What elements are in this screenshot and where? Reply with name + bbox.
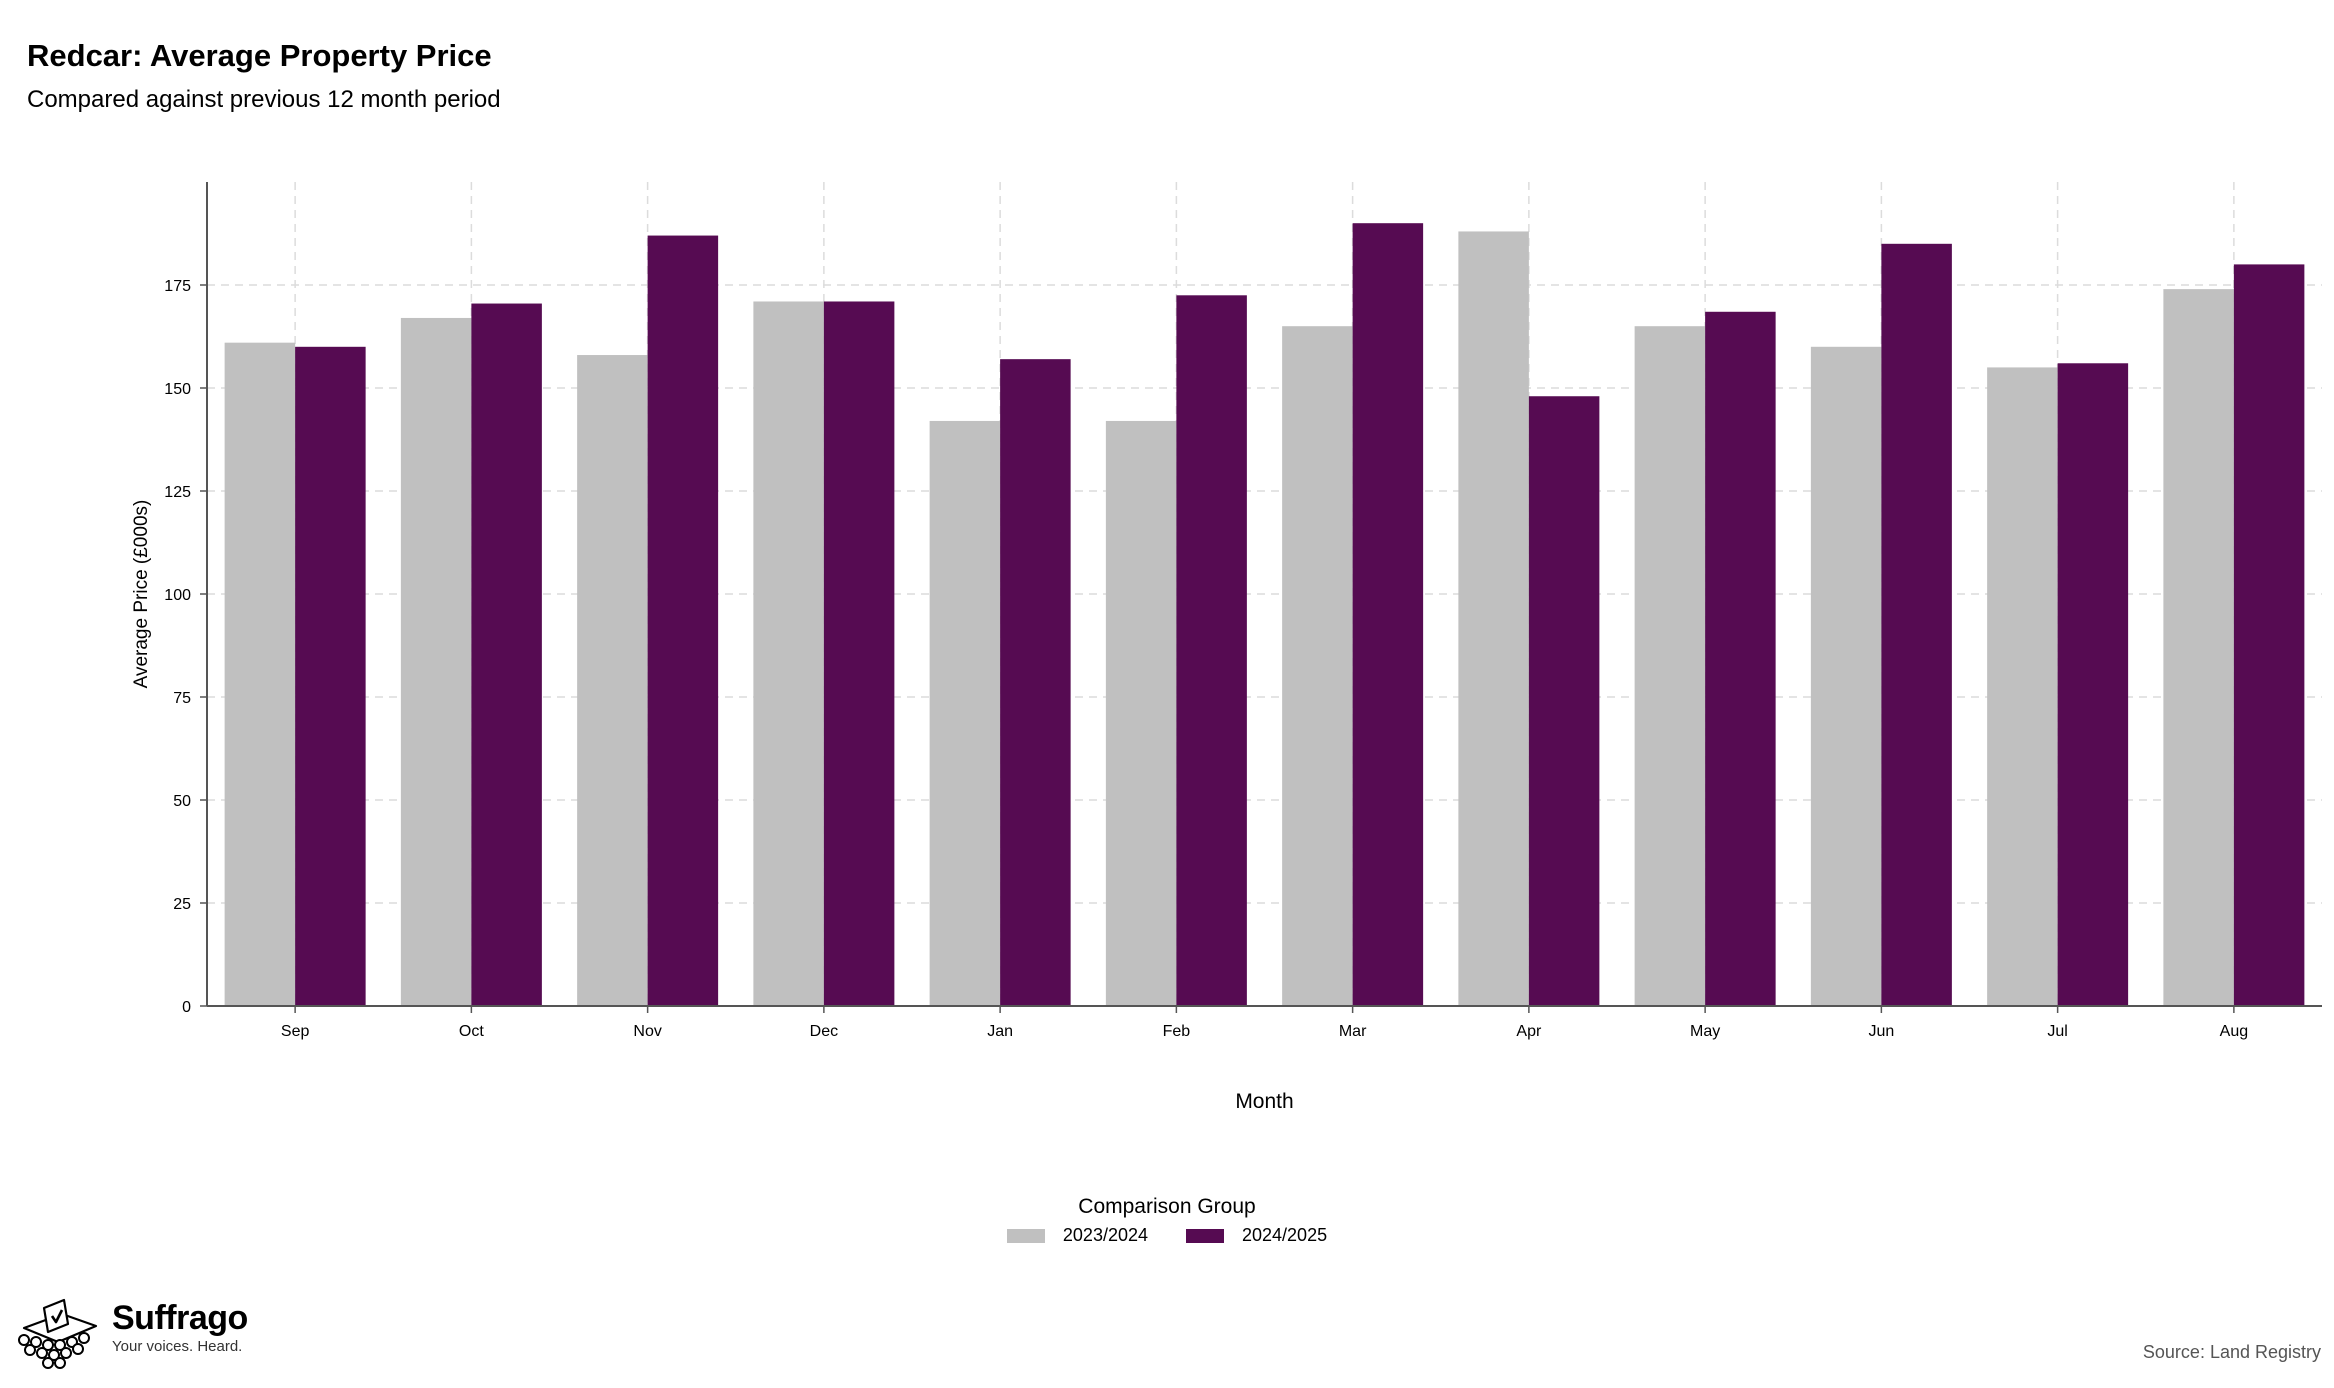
axes <box>200 182 2322 1013</box>
y-tick-label: 25 <box>173 896 191 913</box>
x-tick-label: May <box>1690 1023 1720 1040</box>
bar-2023-2024-may <box>1634 326 1706 1006</box>
bar-2023-2024-oct <box>400 317 472 1007</box>
bars <box>224 223 2305 1007</box>
bar-2024-2025-nov <box>647 235 719 1006</box>
bar-2023-2024-nov <box>577 355 648 1006</box>
chart-title: Redcar: Average Property Price <box>27 38 492 73</box>
legend-item-series-1: 2023/2024 <box>1006 1225 1148 1246</box>
x-tick-label: Apr <box>1516 1023 1542 1040</box>
bar-2024-2025-mar <box>1352 223 1424 1006</box>
legend-swatch-series-1 <box>1006 1228 1045 1243</box>
axis-labels: 0 25 50 75 100 125 150 175 Sep Oct Nov Dec Jan Feb Mar… <box>131 278 2248 1113</box>
source-note: Source: Land Registry <box>2142 1342 2321 1362</box>
x-tick-label: Sep <box>281 1023 310 1040</box>
legend: Comparison Group 2023/2024 2024/2025 <box>0 1195 2334 1246</box>
bar-2023-2024-sep <box>224 342 296 1006</box>
y-axis-title: Average Price (£000s) <box>131 500 152 689</box>
brand-tagline: Your voices. Heard. <box>112 1338 243 1355</box>
bar-2023-2024-dec <box>753 301 824 1007</box>
x-tick-label: Jun <box>1868 1023 1894 1040</box>
bar-2024-2025-oct <box>471 303 542 1006</box>
legend-label-series-1: 2023/2024 <box>1062 1225 1148 1245</box>
bar-2024-2025-may <box>1705 311 1776 1006</box>
bar-2024-2025-jan <box>1000 359 1071 1006</box>
y-tick-label: 75 <box>173 690 191 707</box>
y-tick-label: 50 <box>173 793 191 810</box>
brand-logo: Suffrago Your voices. Heard. <box>14 1290 248 1370</box>
x-tick-label: Jan <box>987 1023 1013 1040</box>
x-tick-label: Mar <box>1339 1023 1367 1040</box>
legend-title: Comparison Group <box>1078 1195 1256 1218</box>
bar-2024-2025-dec <box>823 301 895 1007</box>
x-tick-label: Feb <box>1163 1023 1191 1040</box>
bar-2023-2024-feb <box>1105 420 1177 1007</box>
bar-2024-2025-aug <box>2233 264 2305 1006</box>
y-tick-label: 100 <box>164 587 191 604</box>
bar-chart: 0 25 50 75 100 125 150 175 Sep Oct Nov Dec Jan Feb Mar… <box>131 182 2322 1113</box>
bar-2024-2025-jul <box>2057 363 2129 1006</box>
legend-label-series-2: 2024/2025 <box>1242 1225 1328 1245</box>
y-tick-label: 125 <box>164 484 191 501</box>
bar-2024-2025-feb <box>1176 295 1247 1006</box>
bar-2023-2024-jan <box>929 420 1001 1007</box>
y-tick-label: 0 <box>182 999 191 1016</box>
ballot-box-icon <box>18 1298 98 1369</box>
chart-subtitle: Compared against previous 12 month perio… <box>27 86 501 113</box>
bar-2023-2024-jun <box>1810 346 1882 1006</box>
legend-items: 2023/2024 2024/2025 <box>0 1225 2334 1246</box>
x-tick-label: Oct <box>459 1023 484 1040</box>
x-tick-label: Jul <box>2047 1023 2067 1040</box>
bar-2023-2024-jul <box>1987 367 2058 1006</box>
bar-2023-2024-apr <box>1458 231 1529 1006</box>
y-tick-label: 150 <box>164 381 191 398</box>
x-tick-label: Aug <box>2220 1023 2248 1040</box>
bar-2024-2025-apr <box>1528 396 1600 1006</box>
x-tick-label: Nov <box>633 1023 661 1040</box>
legend-swatch-series-2 <box>1186 1228 1224 1243</box>
legend-item-series-2: 2024/2025 <box>1186 1225 1327 1246</box>
bar-2023-2024-mar <box>1282 326 1353 1006</box>
bar-2024-2025-sep <box>295 346 366 1006</box>
brand-name: Suffrago <box>112 1299 248 1337</box>
bar-2024-2025-jun <box>1881 243 1952 1007</box>
y-tick-label: 175 <box>164 278 191 295</box>
bar-2023-2024-aug <box>2163 289 2234 1006</box>
x-axis-title: Month <box>1235 1090 1293 1113</box>
x-tick-label: Dec <box>810 1023 838 1040</box>
